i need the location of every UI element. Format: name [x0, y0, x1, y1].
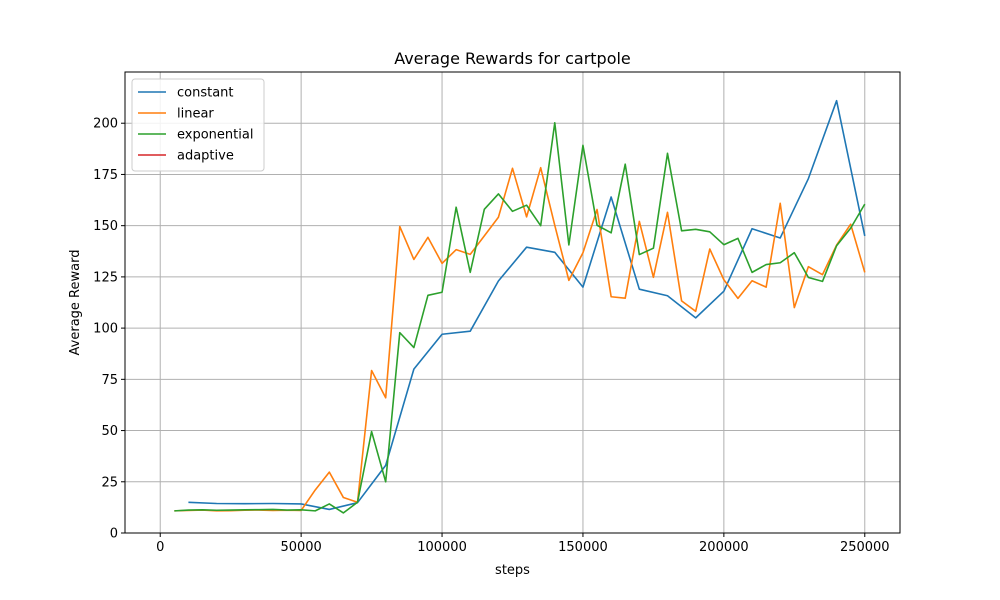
x-axis-label: steps: [495, 563, 530, 578]
y-tick-label: 150: [93, 219, 118, 234]
series-lines: [174, 99, 866, 514]
y-axis-label: Average Reward: [68, 250, 83, 356]
y-tick-label: 25: [101, 475, 118, 490]
y-tick-label: 0: [110, 527, 118, 542]
x-tick-label: 250000: [840, 540, 890, 555]
legend: constant linear exponential adaptive: [131, 78, 265, 172]
y-tick-label: 125: [93, 270, 118, 285]
y-tick-label: 175: [93, 168, 118, 183]
x-tick-label: 100000: [417, 540, 467, 555]
y-tick-label: 200: [93, 117, 118, 132]
chart-title: Average Rewards for cartpole: [394, 49, 631, 68]
x-tick-label: 200000: [699, 540, 749, 555]
axis-ticks: 0 50000 100000 150000 200000 250000 0 25 50 75 100…: [93, 117, 889, 555]
x-tick-label: 150000: [558, 540, 608, 555]
y-tick-label: 50: [101, 424, 118, 439]
series-line-constant: [188, 99, 866, 511]
legend-label-adaptive: adaptive: [177, 149, 234, 164]
y-tick-label: 75: [101, 373, 118, 388]
series-line-exponential: [174, 122, 866, 514]
legend-label-linear: linear: [177, 107, 214, 122]
legend-label-constant: constant: [177, 86, 234, 101]
grid: [125, 72, 900, 534]
legend-label-exponential: exponential: [177, 128, 253, 143]
y-tick-label: 100: [93, 322, 118, 337]
x-tick-label: 50000: [280, 540, 321, 555]
legend-box: [131, 78, 265, 172]
plot-frame: [124, 71, 901, 534]
x-tick-label: 0: [156, 540, 164, 555]
